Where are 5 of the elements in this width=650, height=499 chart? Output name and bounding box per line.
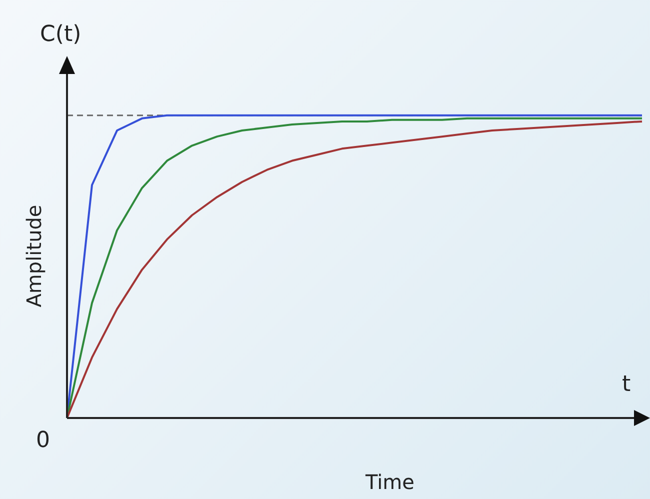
text: 0	[36, 428, 50, 453]
x-axis-title: Time	[366, 470, 414, 494]
y-axis-title: Amplitude	[22, 204, 46, 308]
annotation: t	[622, 372, 631, 397]
text: C(t)	[40, 22, 82, 47]
